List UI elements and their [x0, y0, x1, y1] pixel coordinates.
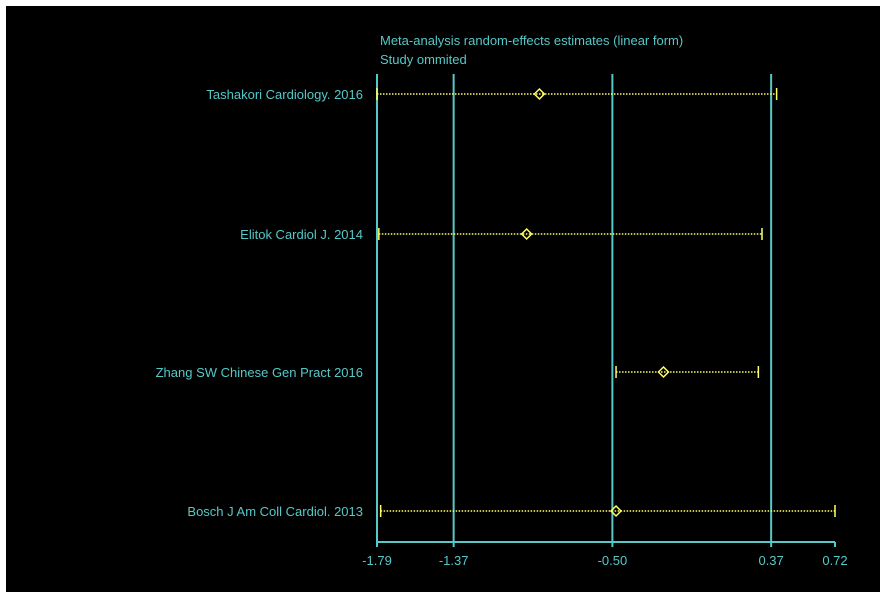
point-estimate-marker	[609, 504, 623, 518]
chart-subtitle: Study ommited	[380, 52, 467, 67]
forest-plot: Meta-analysis random-effects estimates (…	[156, 33, 848, 568]
study-row: Tashakori Cardiology. 2016	[206, 87, 778, 102]
study-row: Bosch J Am Coll Cardiol. 2013	[187, 504, 836, 519]
x-tick-label: 0.37	[758, 553, 783, 568]
study-label: Elitok Cardiol J. 2014	[240, 227, 363, 242]
study-rows: Tashakori Cardiology. 2016 Elitok Cardiol…	[156, 87, 836, 519]
plot-panel: Meta-analysis random-effects estimates (…	[6, 6, 880, 592]
x-tick-label: -1.37	[439, 553, 469, 568]
study-label: Zhang SW Chinese Gen Pract 2016	[156, 365, 363, 380]
point-estimate-marker	[520, 227, 533, 241]
x-ticks: -1.79 -1.37 -0.50 0.37 0.72	[362, 542, 848, 568]
reference-lines	[376, 74, 773, 542]
point-estimate-marker	[657, 365, 670, 379]
study-label: Bosch J Am Coll Cardiol. 2013	[187, 504, 363, 519]
study-row: Elitok Cardiol J. 2014	[240, 227, 763, 242]
study-label: Tashakori Cardiology. 2016	[206, 87, 363, 102]
point-estimate-marker	[533, 87, 546, 101]
study-row: Zhang SW Chinese Gen Pract 2016	[156, 365, 760, 380]
x-tick-label: 0.72	[822, 553, 847, 568]
x-tick-label: -1.79	[362, 553, 392, 568]
chart-title: Meta-analysis random-effects estimates (…	[380, 33, 683, 48]
x-tick-label: -0.50	[598, 553, 628, 568]
